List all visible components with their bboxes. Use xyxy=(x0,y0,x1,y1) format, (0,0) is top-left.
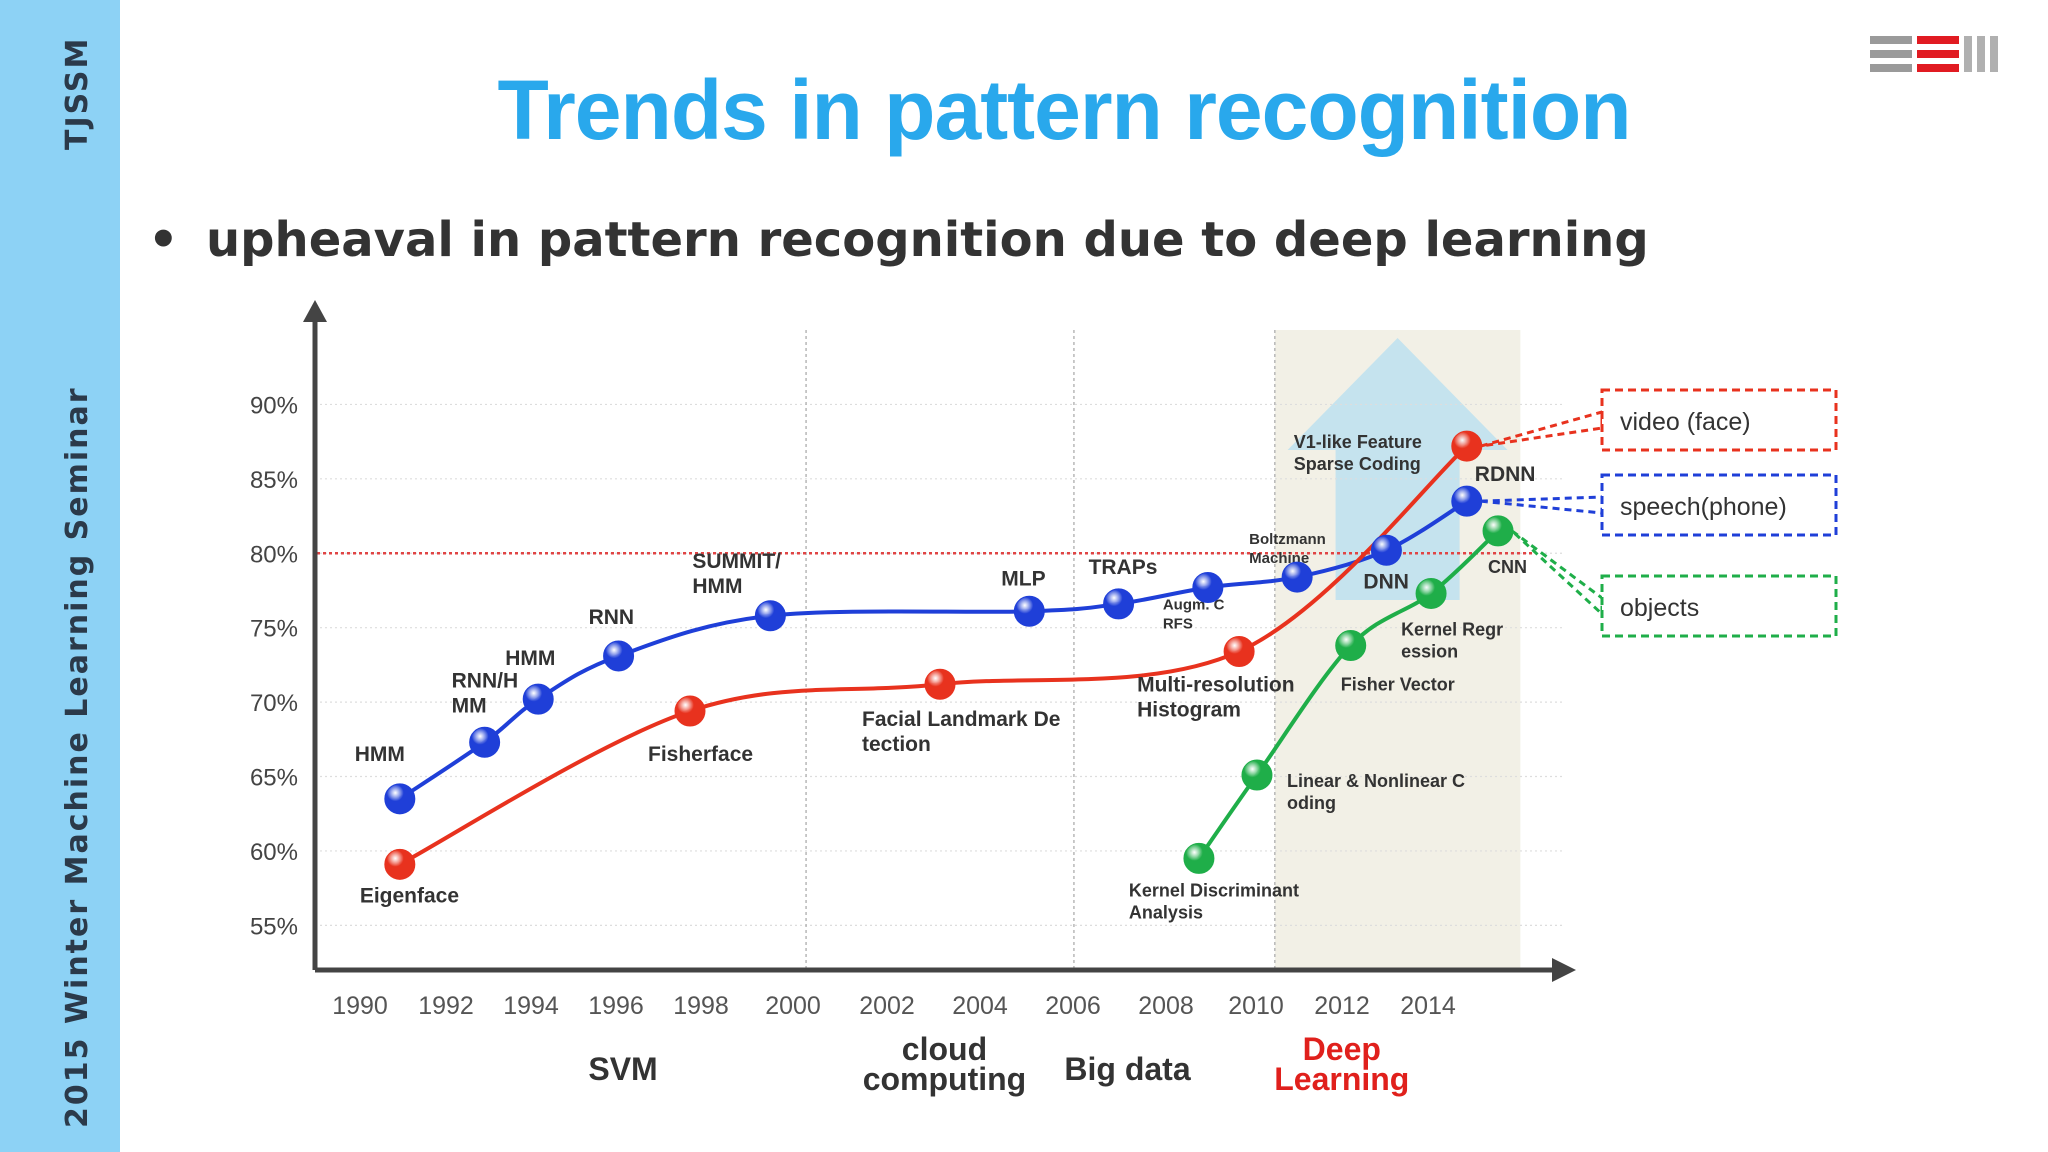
x-tick-label: 2012 xyxy=(1314,992,1370,1020)
x-tick-label: 1998 xyxy=(673,992,729,1020)
x-tick-label: 2014 xyxy=(1400,992,1456,1020)
y-tick-label: 55% xyxy=(250,913,298,940)
objects-point-label: Fisher Vector xyxy=(1341,675,1455,695)
objects-point-label: CNN xyxy=(1488,557,1527,577)
speech-point-label: SUMMIT/HMM xyxy=(692,550,781,598)
face-point-label: Multi-resolution Histogram xyxy=(1137,673,1294,721)
speech-data-point xyxy=(603,640,635,672)
objects-point-label: Kernel Regr ession xyxy=(1401,619,1503,661)
y-tick-label: 85% xyxy=(250,467,298,494)
x-tick-label: 2010 xyxy=(1228,992,1284,1020)
speech-point-label: MLP xyxy=(1001,567,1045,590)
face-point-label: Facial Landmark De tection xyxy=(862,708,1060,756)
objects-data-point xyxy=(1482,515,1514,547)
speech-data-point xyxy=(754,600,786,632)
face-data-point xyxy=(384,848,416,880)
speech-data-point xyxy=(1451,485,1483,517)
slide-title: Trends in pattern recognition xyxy=(497,63,1631,157)
bullet-point: • upheaval in pattern recognition due to … xyxy=(148,212,1649,268)
speech-data-point xyxy=(1103,588,1135,620)
y-tick-label: 90% xyxy=(250,392,298,419)
speech-point-label: RNN xyxy=(589,606,635,629)
face-legend-box xyxy=(1600,388,1838,452)
speech-data-point xyxy=(1370,534,1402,566)
face-point-label: Eigenface xyxy=(360,884,459,907)
y-tick-label: 60% xyxy=(250,839,298,866)
upward-arrow-icon xyxy=(1287,338,1508,600)
face-data-point xyxy=(1223,635,1255,667)
objects-data-point xyxy=(1335,630,1367,662)
objects-data-point xyxy=(1183,842,1215,874)
x-tick-label: 1994 xyxy=(503,992,559,1020)
speech-data-point xyxy=(1013,595,1045,627)
speech-point-label: TRAPs xyxy=(1089,556,1158,579)
face-data-point xyxy=(1451,430,1483,462)
speech-legend-connector xyxy=(1480,495,1604,515)
x-tick-label: 1990 xyxy=(332,992,388,1020)
speech-data-point xyxy=(1281,561,1313,593)
logo-icon xyxy=(1870,36,1998,72)
era-label: cloud computing xyxy=(863,1031,1027,1097)
y-tick-label: 70% xyxy=(250,690,298,717)
face-legend-label: video (face) xyxy=(1620,408,1751,436)
speech-point-label: HMM xyxy=(355,743,405,766)
objects-data-point xyxy=(1241,759,1273,791)
x-tick-label: 2008 xyxy=(1138,992,1194,1020)
y-tick-label: 75% xyxy=(250,616,298,643)
speech-data-point xyxy=(384,783,416,815)
x-tick-label: 2000 xyxy=(765,992,821,1020)
speech-data-point xyxy=(522,683,554,715)
era-label: Deep Learning xyxy=(1274,1031,1409,1097)
face-data-point xyxy=(924,668,956,700)
x-tick-label: 2002 xyxy=(859,992,915,1020)
y-tick-label: 80% xyxy=(250,541,298,568)
speech-data-point xyxy=(469,726,501,758)
x-tick-label: 2004 xyxy=(952,992,1008,1020)
face-point-label: Fisherface xyxy=(648,743,753,766)
speech-point-label: RDNN xyxy=(1475,463,1536,486)
objects-legend-label: objects xyxy=(1620,594,1699,622)
speech-legend-label: speech(phone) xyxy=(1620,493,1787,521)
x-tick-label: 1992 xyxy=(418,992,474,1020)
y-tick-label: 65% xyxy=(250,765,298,792)
y-axis-arrow-icon xyxy=(303,300,327,322)
speech-point-label: DNN xyxy=(1363,570,1409,593)
objects-legend-box xyxy=(1600,574,1838,638)
bullet-text: upheaval in pattern recognition due to d… xyxy=(206,212,1649,268)
face-data-point xyxy=(674,695,706,727)
speech-legend-box xyxy=(1600,473,1838,537)
speech-point-label: HMM xyxy=(505,647,555,670)
speech-data-point xyxy=(1192,571,1224,603)
objects-data-point xyxy=(1415,577,1447,609)
x-axis-arrow-icon xyxy=(1552,958,1576,982)
objects-point-label: Kernel Discriminant Analysis xyxy=(1129,880,1299,922)
x-tick-label: 1996 xyxy=(588,992,644,1020)
bullet-marker: • xyxy=(148,212,179,268)
sidebar: TJSSM 2015 Winter Machine Learning Semin… xyxy=(0,0,120,1152)
x-tick-label: 2006 xyxy=(1045,992,1101,1020)
speech-point-label: RNN/H MM xyxy=(452,669,518,717)
face-point-label: V1-like Feature Sparse Coding xyxy=(1294,432,1422,474)
era-label: SVM xyxy=(588,1051,657,1087)
era-label: Big data xyxy=(1064,1051,1190,1087)
